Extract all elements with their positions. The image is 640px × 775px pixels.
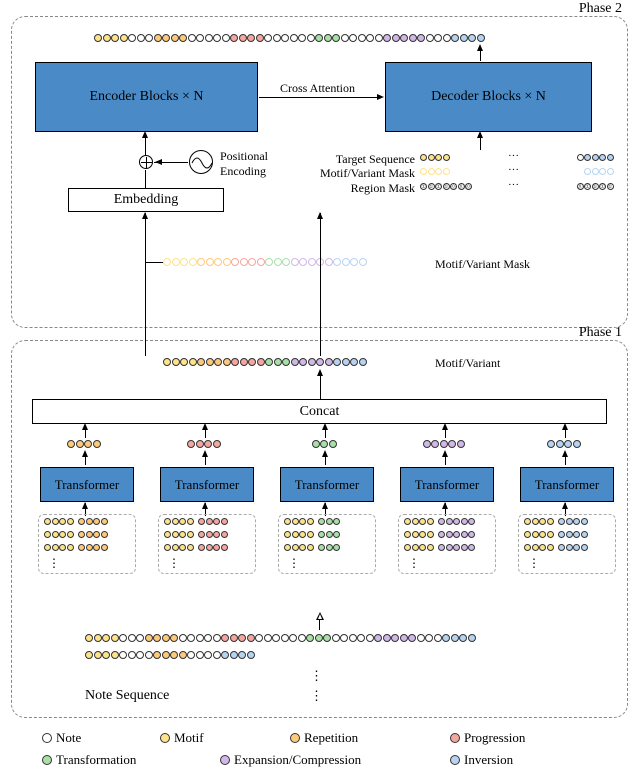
legend-repetition: Repetition xyxy=(290,730,358,746)
embedding-label: Embedding xyxy=(114,192,179,208)
target-seq-circles xyxy=(420,154,450,161)
concat-block: Concat xyxy=(32,399,607,424)
legend-label: Note xyxy=(56,730,81,746)
transformer-block: Transformer xyxy=(40,467,134,502)
arrow xyxy=(145,213,146,320)
output-sequence xyxy=(94,34,485,42)
motif-mask-right-label: Motif/Variant Mask xyxy=(435,257,530,272)
motif-variant-mask-row xyxy=(163,258,367,266)
arrow-head xyxy=(142,131,148,138)
motif-variant-row xyxy=(163,358,367,366)
positional-encoding-icon xyxy=(189,150,213,174)
ellipsis: ··· xyxy=(508,179,519,191)
legend-inversion: Inversion xyxy=(450,752,513,768)
cross-attn-arrow xyxy=(259,97,378,98)
legend-label: Inversion xyxy=(464,752,513,768)
transformer-block: Transformer xyxy=(160,467,254,502)
legend-progression: Progression xyxy=(450,730,525,746)
phase2-label: Phase 2 xyxy=(579,1,622,17)
target-seq-label: Target Sequence xyxy=(336,152,415,167)
arrow xyxy=(145,170,146,188)
oplus xyxy=(139,155,153,169)
transformer-block: Transformer xyxy=(280,467,374,502)
legend-label: Motif xyxy=(174,730,204,746)
arrow-head xyxy=(317,369,323,376)
bottom-seq-2 xyxy=(85,651,255,659)
transformer-block: Transformer xyxy=(400,467,494,502)
arrow-head xyxy=(477,44,483,51)
region-mask-label: Region Mask xyxy=(351,181,415,196)
motif-mask-circles-r xyxy=(584,168,614,175)
arrow xyxy=(320,213,321,320)
arrow-head xyxy=(477,131,483,138)
region-mask-circles-r: ⓪①①①① xyxy=(577,183,615,190)
bottom-seq-1 xyxy=(85,634,476,642)
cross-attention-label: Cross Attention xyxy=(280,81,355,96)
arrow xyxy=(319,620,320,630)
note-sequence-label: Note Sequence xyxy=(85,688,169,704)
ellipsis: ··· xyxy=(508,150,519,162)
encoder-block: Encoder Blocks × N xyxy=(35,62,258,132)
legend-expansion: Expansion/Compression xyxy=(220,752,361,768)
target-seq-circles-r xyxy=(577,154,615,161)
transformer-block: Transformer xyxy=(520,467,614,502)
region-mask-circles: ①①①①⓪⓪⓪ xyxy=(420,183,473,190)
motif-variant-label: Motif/Variant xyxy=(435,356,500,371)
arrow xyxy=(145,262,163,263)
encoder-label: Encoder Blocks × N xyxy=(89,89,203,105)
ellipsis: ··· xyxy=(508,164,519,176)
embedding-block: Embedding xyxy=(68,188,224,212)
arrow-head xyxy=(142,212,148,219)
legend-label: Transformation xyxy=(56,752,136,768)
motif-mask-label: Motif/Variant Mask xyxy=(320,166,415,181)
arrow-head xyxy=(317,212,323,219)
phase1-label: Phase 1 xyxy=(579,325,622,341)
positional-label: Positional Encoding xyxy=(220,149,268,179)
arrow-head xyxy=(377,94,384,100)
decoder-label: Decoder Blocks × N xyxy=(431,89,546,105)
legend-label: Expansion/Compression xyxy=(234,752,361,768)
legend-transformation: Transformation xyxy=(42,752,136,768)
legend-label: Progression xyxy=(464,730,525,746)
arrow xyxy=(320,320,321,356)
hollow-arrow xyxy=(316,612,324,620)
concat-label: Concat xyxy=(300,404,340,420)
arrow xyxy=(145,320,146,356)
arrow-head xyxy=(155,159,162,165)
legend-label: Repetition xyxy=(304,730,358,746)
legend-motif: Motif xyxy=(160,730,204,746)
decoder-block: Decoder Blocks × N xyxy=(385,62,592,132)
motif-mask-circles xyxy=(420,168,450,175)
ellipsis: ⋮ xyxy=(310,668,323,684)
ellipsis: ⋮ xyxy=(310,688,323,704)
legend-note: Note xyxy=(42,730,81,746)
